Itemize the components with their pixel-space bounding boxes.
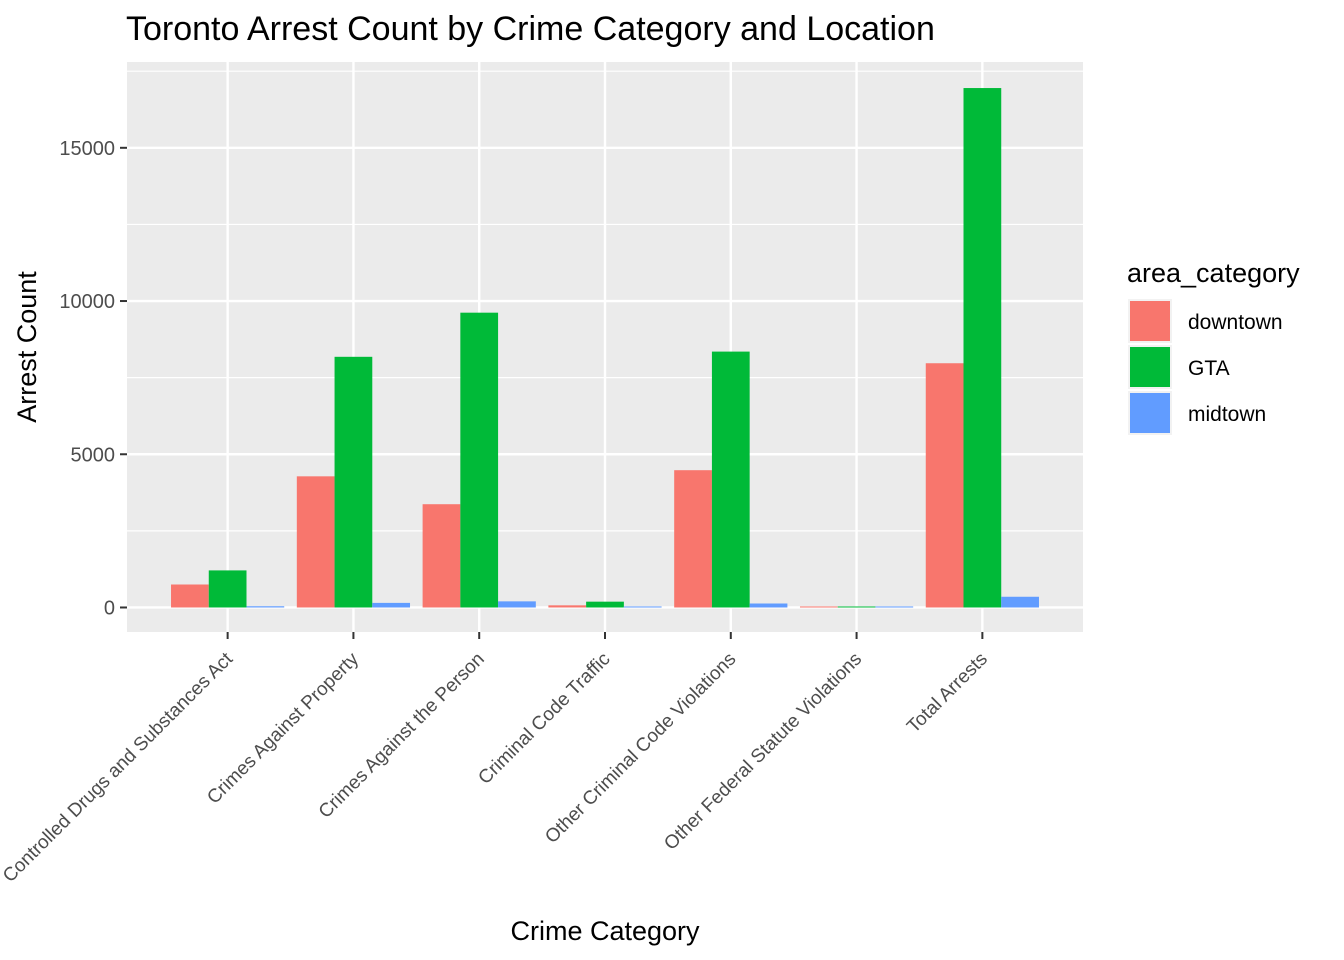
bar-midtown bbox=[875, 606, 914, 608]
bar-downtown bbox=[925, 363, 964, 608]
legend-label: midtown bbox=[1188, 403, 1266, 426]
x-axis: Controlled Drugs and Substances ActCrime… bbox=[0, 632, 992, 887]
bar-downtown bbox=[674, 470, 712, 608]
bar-midtown bbox=[749, 603, 788, 608]
y-tick-label: 5000 bbox=[71, 444, 116, 466]
legend-swatch-gta bbox=[1130, 347, 1170, 387]
x-tick-label: Criminal Code Traffic bbox=[474, 649, 614, 789]
bar-midtown bbox=[246, 606, 285, 608]
bar-midtown bbox=[372, 602, 411, 608]
y-axis: 0 5000 10000 15000 bbox=[59, 138, 127, 619]
x-tick-label: Other Federal Statute Violations bbox=[660, 649, 866, 855]
legend-title: area_category bbox=[1127, 258, 1300, 288]
bar-downtown bbox=[171, 584, 209, 608]
bar-downtown bbox=[799, 606, 838, 608]
bar-downtown bbox=[422, 504, 461, 608]
legend-label: GTA bbox=[1188, 357, 1230, 380]
y-tick-label: 10000 bbox=[59, 291, 115, 313]
y-tick-label: 15000 bbox=[59, 138, 115, 160]
bar-gta bbox=[208, 570, 247, 608]
bar-gta bbox=[963, 88, 1002, 608]
bar-gta bbox=[460, 312, 499, 608]
x-tick-label: Controlled Drugs and Substances Act bbox=[0, 648, 238, 887]
bar-midtown bbox=[623, 606, 662, 608]
bar-downtown bbox=[296, 476, 335, 608]
bar-downtown bbox=[548, 605, 587, 608]
legend-swatch-midtown bbox=[1130, 393, 1170, 433]
bars bbox=[171, 88, 1039, 608]
bar-gta bbox=[711, 351, 750, 608]
y-axis-title: Arrest Count bbox=[12, 271, 42, 423]
x-tick-label: Total Arrests bbox=[903, 649, 992, 738]
legend: area_category downtown GTA midtown bbox=[1127, 258, 1300, 435]
bar-gta bbox=[334, 356, 373, 608]
bar-midtown bbox=[498, 601, 536, 608]
chart-title: Toronto Arrest Count by Crime Category a… bbox=[126, 10, 935, 48]
bar-gta bbox=[586, 601, 624, 608]
x-axis-title: Crime Category bbox=[510, 916, 700, 946]
legend-label: downtown bbox=[1188, 311, 1283, 334]
legend-swatch-downtown bbox=[1130, 301, 1170, 341]
bar-midtown bbox=[1001, 596, 1039, 608]
bar-gta bbox=[837, 606, 876, 608]
y-tick-label: 0 bbox=[104, 597, 115, 619]
